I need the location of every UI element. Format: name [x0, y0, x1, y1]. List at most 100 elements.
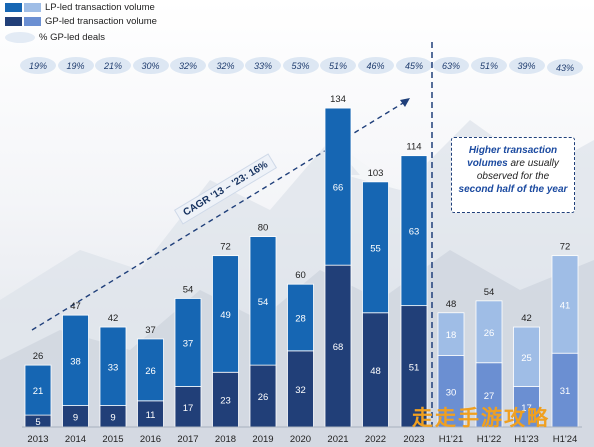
total-label: 42: [521, 313, 532, 324]
value-label-gp: 31: [560, 386, 571, 397]
bar-gp-H1'21: [437, 355, 465, 428]
total-label: 54: [484, 287, 495, 298]
bar-lp-2019: [249, 236, 277, 366]
bar-gp-2022: [362, 312, 389, 428]
pct-bubble: 51%: [471, 57, 507, 74]
pct-bubble: 63%: [433, 57, 469, 74]
total-label: 48: [446, 299, 457, 310]
value-label-gp: 30: [446, 387, 457, 398]
bar-lp-H1'21: [437, 312, 465, 357]
x-tick-label: 2020: [290, 434, 311, 445]
total-label: 114: [406, 142, 421, 153]
value-label-lp: 26: [145, 366, 156, 377]
legend-lp-half-swatch: [24, 3, 41, 12]
x-tick-label: 2017: [177, 434, 198, 445]
bar-lp-2013: [24, 364, 52, 416]
pct-bubble: 43%: [547, 59, 583, 76]
x-tick-label: 2019: [252, 434, 273, 445]
legend-lp-swatch: [5, 3, 22, 12]
x-tick-label: H1'22: [477, 434, 502, 445]
x-tick-label: 2022: [365, 434, 386, 445]
pct-bubble: 53%: [282, 57, 319, 74]
pct-bubble: 46%: [357, 57, 394, 74]
value-label-lp: 21: [33, 386, 44, 397]
x-tick-label: 2014: [65, 434, 86, 445]
pct-bubble: 51%: [320, 57, 356, 74]
value-label-gp: 11: [146, 410, 156, 421]
value-label-gp: 17: [521, 403, 532, 414]
value-label-lp: 55: [370, 243, 381, 254]
cagr-arrow-head: [400, 98, 410, 107]
pct-bubble: 32%: [207, 57, 244, 74]
bar-lp-2016: [137, 338, 164, 402]
x-tick-label: H1'23: [514, 434, 539, 445]
value-label-gp: 48: [370, 366, 381, 377]
value-label-gp: 9: [110, 412, 115, 423]
bar-gp-2018: [212, 371, 239, 428]
bar-lp-H1'22: [475, 300, 503, 364]
bar-lp-2017: [174, 298, 202, 387]
bar-gp-2016: [137, 400, 164, 428]
pct-bubble: 19%: [57, 57, 94, 74]
value-label-gp: 26: [258, 392, 269, 403]
bar-gp-2019: [249, 364, 277, 428]
callout-part2: are usually observed for the: [476, 158, 559, 182]
value-label-gp: 32: [295, 385, 306, 396]
value-label-lp: 66: [333, 183, 344, 194]
legend-pct: % GP-led deals: [5, 32, 105, 43]
pct-bubble: 33%: [245, 57, 281, 74]
total-label: 103: [368, 168, 384, 179]
bar-gp-2020: [287, 350, 314, 428]
x-tick-label: 2015: [102, 434, 123, 445]
x-tick-label: 2018: [215, 434, 236, 445]
value-label-lp: 49: [220, 310, 231, 321]
bar-lp-2023: [400, 155, 428, 307]
pct-bubble: 30%: [132, 57, 169, 74]
pct-bubble: 32%: [170, 57, 206, 74]
callout-box: Higher transaction volumes are usually o…: [451, 137, 575, 213]
legend-gp: GP-led transaction volume: [5, 16, 157, 27]
value-label-gp: 23: [220, 396, 231, 407]
callout-part1: Higher transaction volumes: [467, 145, 558, 169]
value-label-lp: 37: [183, 339, 194, 350]
watermark: 走走手游攻略: [412, 407, 550, 430]
total-label: 37: [145, 325, 156, 336]
bar-lp-2014: [62, 314, 89, 406]
bar-lp-2022: [362, 181, 389, 314]
value-label-lp: 25: [521, 353, 532, 364]
value-label-lp: 41: [560, 300, 571, 311]
cagr-arrow-line: [31, 99, 409, 331]
pct-bubble: 19%: [20, 57, 56, 74]
legend-gp-half-swatch: [24, 17, 41, 26]
pct-bubble: 21%: [95, 57, 131, 74]
callout-part3: second half of the year: [458, 184, 568, 195]
value-label-gp: 27: [484, 391, 495, 402]
x-tick-label: H1'24: [553, 434, 578, 445]
x-tick-label: 2021: [327, 434, 348, 445]
value-label-gp: 68: [333, 342, 344, 353]
value-label-lp: 54: [258, 297, 269, 308]
bar-lp-2018: [212, 255, 239, 373]
value-label-gp: 17: [183, 403, 194, 414]
value-label-gp: 51: [409, 362, 420, 373]
total-label: 72: [560, 242, 571, 253]
total-label: 60: [295, 270, 306, 281]
total-label: 26: [33, 351, 44, 362]
total-label: 54: [183, 284, 194, 295]
total-label: 72: [220, 242, 231, 253]
x-tick-label: 2013: [27, 434, 48, 445]
bar-gp-2021: [324, 264, 352, 428]
total-label: 42: [108, 313, 119, 324]
total-label: 134: [330, 94, 346, 105]
x-tick-label: H1'21: [439, 434, 464, 445]
value-label-gp: 5: [35, 417, 40, 428]
value-label-lp: 18: [446, 330, 457, 341]
legend-pct-label: % GP-led deals: [39, 32, 106, 43]
value-label-lp: 28: [295, 314, 306, 325]
legend-gp-swatch: [5, 17, 22, 26]
value-label-lp: 26: [484, 328, 495, 339]
value-label-lp: 33: [108, 362, 119, 373]
value-label-gp: 9: [73, 412, 78, 423]
